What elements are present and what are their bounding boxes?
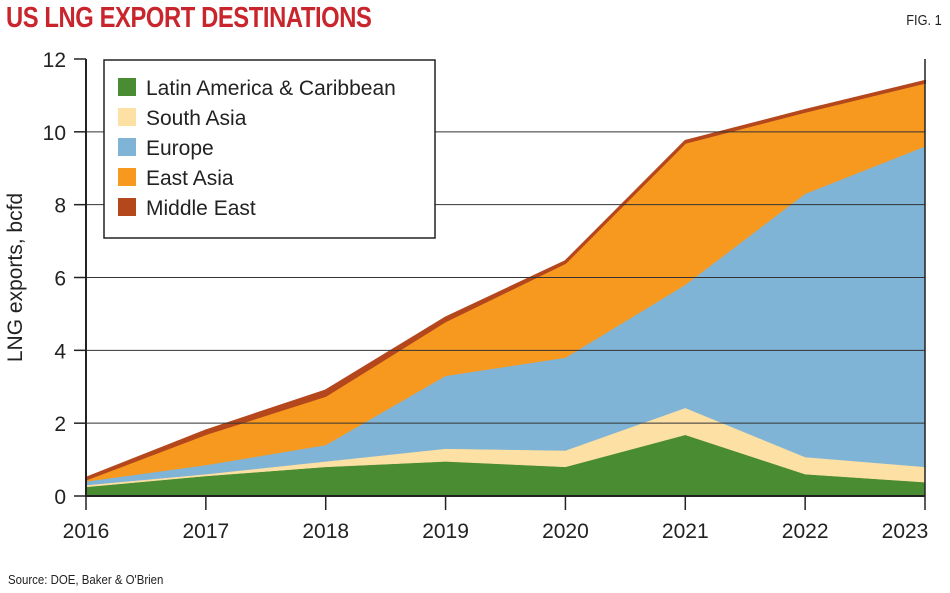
- x-tick-label: 2022: [782, 520, 829, 543]
- legend-swatch: [118, 198, 136, 216]
- y-tick-label: 8: [54, 195, 66, 218]
- legend-swatch: [118, 78, 136, 96]
- source-note: Source: DOE, Baker & O'Brien: [8, 572, 164, 587]
- legend-label: Middle East: [146, 197, 256, 220]
- y-tick-label: 2: [54, 413, 66, 436]
- x-tick-label: 2019: [422, 520, 469, 543]
- legend-swatch: [118, 168, 136, 186]
- legend-label: South Asia: [146, 107, 247, 130]
- legend-label: Europe: [146, 137, 214, 160]
- figure-label: FIG. 1: [906, 12, 942, 29]
- legend: Latin America & Caribbean South Asia Europ…: [103, 59, 436, 239]
- legend-label: East Asia: [146, 167, 234, 190]
- y-tick-label: 12: [43, 49, 66, 72]
- legend-box: [103, 59, 436, 239]
- legend-swatch: [118, 138, 136, 156]
- y-axis-label: LNG exports, bcfd: [4, 193, 27, 362]
- legend-swatch: [118, 108, 136, 126]
- y-tick-label: 4: [54, 340, 66, 363]
- chart-title: US LNG EXPORT DESTINATIONS: [6, 2, 372, 34]
- x-tick-label: 2016: [63, 520, 110, 543]
- y-tick-label: 0: [54, 486, 66, 509]
- legend-label: Latin America & Caribbean: [146, 77, 396, 100]
- x-tick-label: 2020: [542, 520, 589, 543]
- y-tick-label: 10: [43, 122, 66, 145]
- x-tick-label: 2017: [182, 520, 229, 543]
- y-tick-label: 6: [54, 268, 66, 291]
- x-tick-label: 2023: [882, 520, 929, 543]
- x-tick-label: 2021: [662, 520, 709, 543]
- x-tick-label: 2018: [302, 520, 349, 543]
